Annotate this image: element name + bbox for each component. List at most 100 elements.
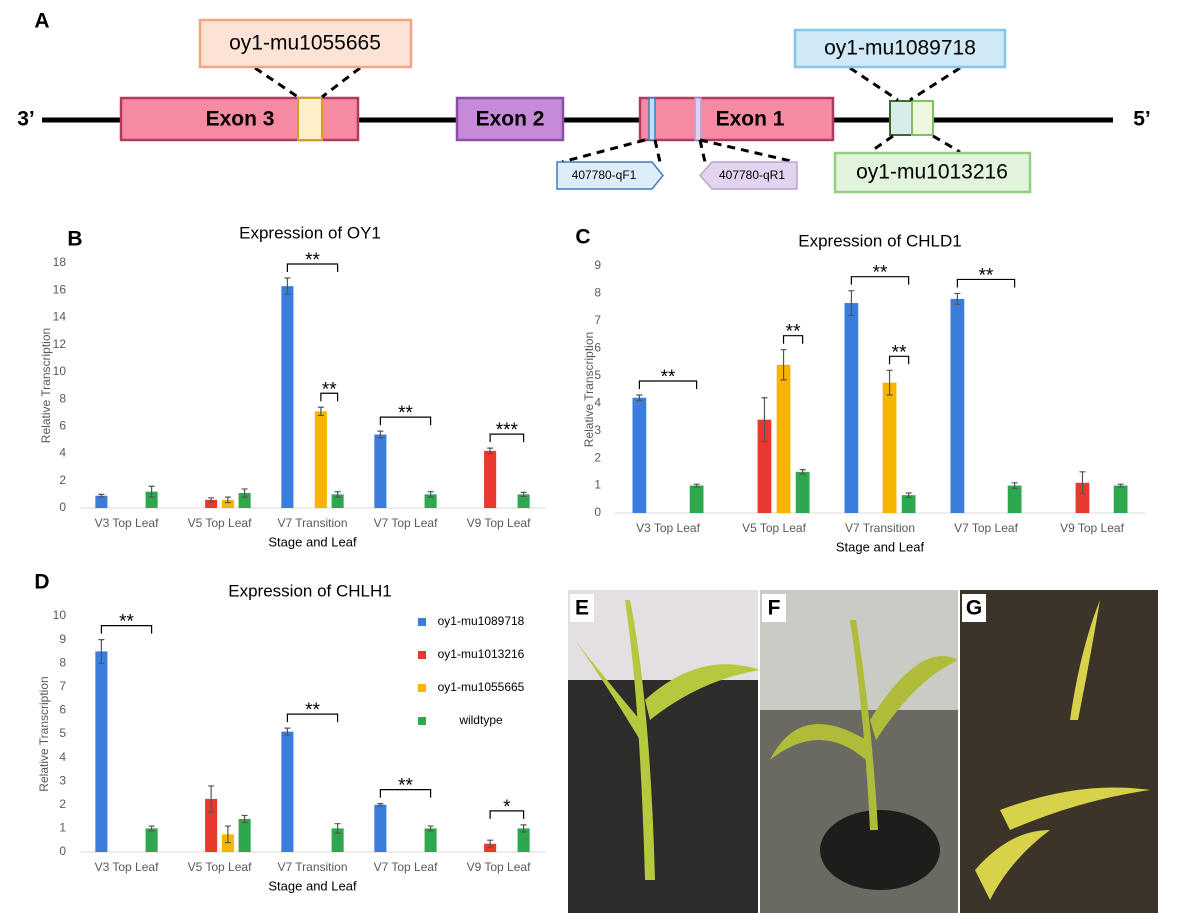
photo-pot	[820, 810, 940, 890]
significance-bracket	[782, 335, 804, 344]
legend-label: wildtype	[458, 713, 503, 727]
error-bar	[520, 491, 527, 498]
y-tick-label: 4	[59, 446, 66, 460]
error-bar	[334, 823, 341, 834]
error-bar	[1079, 471, 1086, 495]
significance-label: **	[398, 776, 413, 797]
y-tick-label: 7	[59, 679, 66, 693]
bar	[632, 397, 647, 513]
significance-label: **	[786, 322, 801, 343]
insertion-site	[889, 100, 913, 136]
primer-site	[694, 97, 702, 141]
error-bar	[905, 492, 912, 498]
error-bar	[487, 839, 494, 848]
y-tick-label: 14	[53, 310, 67, 324]
significance-bracket	[888, 355, 910, 365]
y-axis-label: Relative Transcription	[39, 328, 53, 443]
significance-label: **	[305, 700, 320, 721]
y-tick-label: 6	[59, 703, 66, 717]
photo-labels: E F G	[570, 594, 986, 622]
y-tick-label: 16	[53, 282, 67, 296]
significance-bracket	[956, 278, 1016, 288]
significance-bracket	[320, 392, 339, 402]
panel-label: D	[34, 571, 49, 594]
y-tick-label: 10	[53, 608, 67, 622]
exon-label: Exon 3	[206, 108, 275, 131]
bar	[424, 828, 437, 852]
exon-label: Exon 2	[476, 108, 545, 131]
bar	[424, 494, 437, 508]
significance-label: ***	[496, 420, 519, 441]
y-tick-label: 5	[594, 368, 601, 382]
chart-title: Expression of OY1	[239, 223, 381, 242]
legend-label: oy1-mu1055665	[438, 680, 525, 694]
end-label: 3’	[17, 108, 35, 131]
exon	[455, 96, 565, 142]
x-tick-label: V9 Top Leaf	[467, 516, 531, 530]
y-tick-label: 0	[59, 500, 66, 514]
significance-bracket	[638, 380, 698, 389]
allele-label: oy1-mu1013216	[856, 161, 1008, 184]
significance-label: **	[892, 342, 907, 363]
bar	[331, 494, 344, 508]
legend-label: oy1-mu1013216	[438, 647, 525, 661]
bar	[374, 434, 387, 508]
y-tick-label: 2	[594, 450, 601, 464]
allele-label: oy1-mu1089718	[824, 37, 976, 60]
bar	[221, 499, 234, 508]
y-tick-label: 12	[53, 337, 67, 351]
y-tick-label: 1	[594, 478, 601, 492]
significance-bracket	[286, 263, 339, 272]
y-tick-label: 8	[594, 286, 601, 300]
x-tick-label: V5 Top Leaf	[188, 860, 252, 874]
error-bar	[334, 491, 341, 498]
y-tick-label: 1	[59, 821, 66, 835]
x-tick-label: V7 Top Leaf	[954, 521, 1018, 535]
y-tick-label: 2	[59, 797, 66, 811]
photo-plant	[575, 600, 760, 880]
bar	[238, 493, 251, 508]
legend-swatch	[418, 618, 426, 626]
y-tick-label: 8	[59, 391, 66, 405]
error-bar	[1117, 483, 1124, 488]
panel-label: G	[966, 597, 982, 620]
chart-title: Expression of CHLH1	[228, 581, 391, 600]
y-tick-label: 8	[59, 655, 66, 669]
bar	[374, 804, 387, 852]
error-bar	[761, 397, 768, 443]
bar	[844, 303, 859, 513]
legend-swatch	[418, 651, 426, 659]
bar	[1007, 485, 1022, 513]
error-bar	[98, 493, 105, 498]
legend-swatch	[418, 684, 426, 692]
y-axis-label: Relative Transcription	[582, 332, 596, 447]
panel-label: B	[67, 228, 82, 251]
y-tick-label: 7	[594, 313, 601, 327]
significance-label: **	[305, 250, 320, 271]
bar	[1075, 482, 1090, 513]
significance-bracket	[850, 276, 910, 285]
y-tick-label: 5	[59, 726, 66, 740]
significance-label: **	[322, 379, 337, 400]
photos: E F G	[568, 590, 1158, 913]
bar	[205, 798, 218, 852]
y-tick-label: 4	[594, 395, 601, 409]
significance-label: **	[398, 403, 413, 424]
significance-label: **	[979, 265, 994, 286]
x-axis-label: Stage and Leaf	[836, 539, 925, 554]
error-bar	[886, 369, 893, 396]
error-bar	[487, 447, 494, 455]
error-bar	[954, 292, 961, 306]
end-label: 5’	[1133, 108, 1151, 131]
bar	[281, 731, 294, 852]
significance-label: **	[661, 367, 676, 388]
error-bar	[241, 814, 248, 824]
bar	[95, 495, 108, 508]
panel-label: E	[575, 597, 589, 620]
y-tick-label: 3	[59, 773, 66, 787]
error-bar	[848, 290, 855, 316]
error-bar	[427, 491, 434, 498]
allele-label: oy1-mu1055665	[229, 32, 381, 55]
exon-label: Exon 1	[716, 108, 785, 131]
